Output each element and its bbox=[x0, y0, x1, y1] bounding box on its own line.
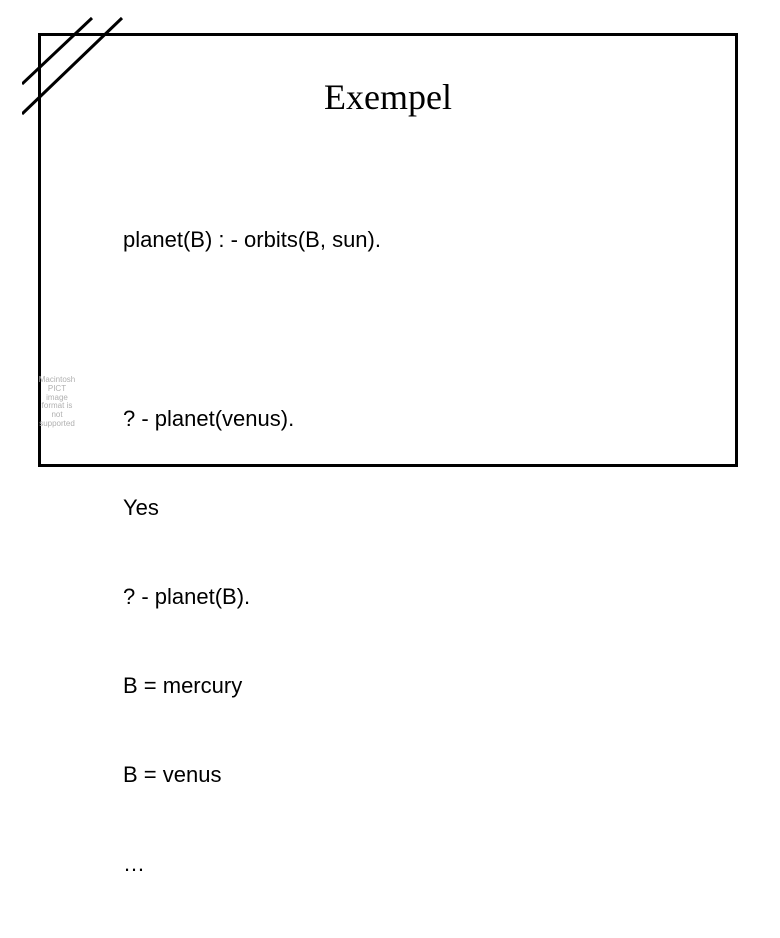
code-line: ? - planet(B). bbox=[123, 582, 381, 612]
slide-frame: Exempel planet(B) : - orbits(B, sun). ? … bbox=[38, 33, 738, 467]
image-placeholder: Macintosh PICT image format is not suppo… bbox=[36, 376, 78, 429]
slide-body: planet(B) : - orbits(B, sun). ? - planet… bbox=[123, 166, 381, 938]
code-line: planet(B) : - orbits(B, sun). bbox=[123, 225, 381, 255]
slide-title: Exempel bbox=[41, 76, 735, 118]
code-line: … bbox=[123, 849, 381, 879]
code-line: B = venus bbox=[123, 760, 381, 790]
code-line: ? - planet(venus). bbox=[123, 404, 381, 434]
slide-stage: Exempel planet(B) : - orbits(B, sun). ? … bbox=[0, 0, 780, 540]
code-line: B = mercury bbox=[123, 671, 381, 701]
code-line: Yes bbox=[123, 493, 381, 523]
code-line bbox=[123, 314, 381, 344]
